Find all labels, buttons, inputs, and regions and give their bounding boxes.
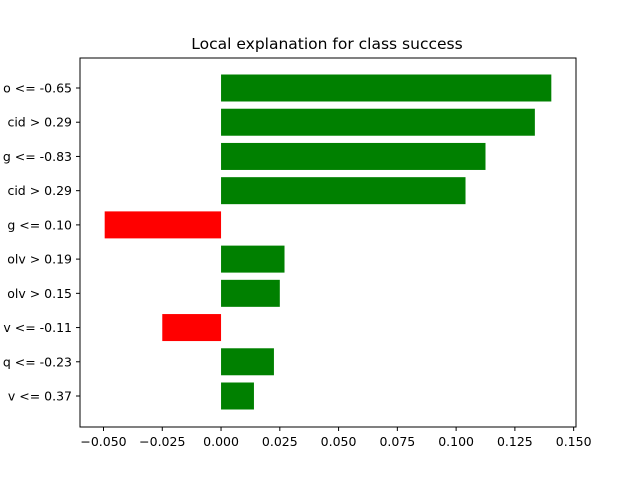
y-tick-label-9: v <= 0.37 [8,389,72,404]
x-tick-label-5: 0.075 [379,434,415,449]
y-tick-label-4: g <= 0.10 [7,217,72,232]
y-tick-label-2: g <= -0.83 [3,149,72,164]
y-tick-label-1: cid > 0.29 [7,115,72,130]
x-tick-label-2: 0.000 [203,434,239,449]
x-tick-label-8: 0.150 [556,434,592,449]
bar-7 [162,314,222,342]
x-tick-label-3: 0.025 [262,434,298,449]
y-tick-label-5: olv > 0.19 [7,252,72,267]
bar-8 [221,348,274,376]
y-tick-label-3: cid > 0.29 [7,183,72,198]
bar-1 [221,108,535,136]
x-tick-label-0: −0.050 [80,434,126,449]
bar-4 [104,211,222,239]
y-axis: o <= -0.65 cid > 0.29 g <= -0.83 cid > 0.29… [3,81,80,404]
x-tick-label-1: −0.025 [139,434,185,449]
axes-frame [79,57,577,428]
bar-5 [221,245,285,273]
bar-0 [221,74,552,102]
y-tick-label-8: q <= -0.23 [3,354,72,369]
bar-2 [221,142,486,170]
x-tick-label-7: 0.125 [497,434,533,449]
y-tick-label-7: v <= -0.11 [3,320,72,335]
bar-3 [221,177,466,205]
y-tick-label-0: o <= -0.65 [3,81,72,96]
x-axis: −0.050 −0.025 0.000 0.025 0.050 0.075 0.100 0.1… [80,427,592,449]
x-tick-label-6: 0.100 [438,434,474,449]
bars-group [104,74,552,410]
chart-title: Local explanation for class success [191,35,462,53]
x-tick-label-4: 0.050 [321,434,357,449]
bar-9 [221,382,254,410]
bar-6 [221,279,280,307]
y-tick-label-6: olv > 0.15 [7,286,72,301]
